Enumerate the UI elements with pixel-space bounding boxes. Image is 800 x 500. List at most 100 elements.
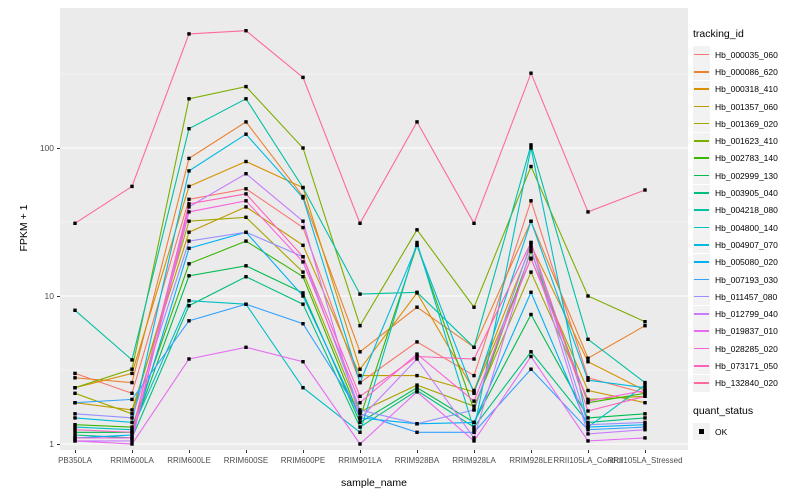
x-tick-mark [245, 450, 247, 453]
data-point [301, 225, 305, 230]
legend-item-label: Hb_004907_070 [715, 239, 778, 250]
data-point [73, 308, 77, 312]
legend-item-Hb_012799_040: Hb_012799_040 [693, 305, 799, 323]
legend-color-line [694, 105, 709, 108]
data-point [643, 394, 647, 398]
data-point [415, 340, 419, 344]
data-point [244, 275, 248, 279]
data-point [73, 386, 77, 390]
x-tick-label: RRIM928BA [394, 456, 440, 465]
data-point [358, 373, 362, 378]
data-point [244, 264, 248, 268]
data-point [130, 412, 134, 416]
data-point [187, 202, 191, 206]
legend-item-label: Hb_000035_060 [715, 49, 778, 60]
data-point [472, 357, 476, 361]
legend-item-label: Hb_002783_140 [715, 153, 778, 164]
y-tick-label: 10 [44, 290, 54, 301]
data-point [73, 412, 77, 416]
legend-item-label: Hb_001623_410 [715, 136, 778, 147]
data-point [643, 320, 647, 324]
data-point [415, 386, 419, 390]
legend-item-label: Hb_005080_020 [715, 257, 778, 268]
data-point [73, 439, 77, 443]
legend-item-Hb_004800_140: Hb_004800_140 [693, 219, 799, 237]
legend-item-label: Hb_001357_060 [715, 101, 778, 112]
y-axis-title: FPKM + 1 [18, 204, 30, 252]
data-point [130, 428, 134, 432]
data-point [130, 433, 134, 437]
line-swatch-icon [693, 80, 710, 98]
data-point [187, 246, 191, 250]
data-point [472, 425, 476, 429]
legend-item-Hb_004907_070: Hb_004907_070 [693, 236, 799, 254]
data-point [358, 380, 362, 385]
line-swatch-icon [693, 236, 710, 254]
data-point [187, 184, 191, 189]
line-swatch-icon [693, 340, 710, 358]
data-point [415, 354, 419, 359]
data-point [130, 439, 134, 443]
data-point [586, 294, 590, 298]
data-point [358, 442, 362, 446]
legend-color-line [694, 174, 709, 177]
x-tick-label: RRIM600LA [110, 456, 154, 465]
x-tick-mark [74, 450, 76, 453]
legend-color-line [694, 347, 709, 350]
data-point [187, 197, 191, 201]
data-point [472, 436, 476, 440]
x-tick-mark [416, 450, 418, 453]
data-point [244, 172, 248, 176]
legend-color-line [694, 226, 709, 229]
data-point [472, 420, 476, 425]
data-point [73, 425, 77, 429]
data-point [472, 345, 476, 349]
data-point [187, 319, 191, 323]
data-point [244, 132, 248, 136]
y-tick-mark [57, 295, 60, 297]
legend-color-line [694, 88, 709, 90]
data-point [301, 255, 305, 259]
legend-item-label: Hb_003905_040 [715, 188, 778, 199]
data-point [73, 436, 77, 440]
data-point [472, 391, 476, 395]
data-point [130, 371, 134, 376]
data-point [130, 408, 134, 412]
y-tick-label: 100 [39, 142, 54, 153]
legend-item-label: Hb_001369_020 [715, 118, 778, 129]
data-point [301, 270, 305, 274]
legend-item-label: Hb_011457_080 [715, 291, 778, 302]
data-point [130, 442, 134, 446]
data-point [187, 304, 191, 308]
data-point [529, 270, 533, 274]
data-point [643, 324, 647, 328]
data-point [358, 221, 362, 225]
data-point [529, 350, 533, 354]
legend-item-Hb_002999_130: Hb_002999_130 [693, 167, 799, 185]
data-point [187, 357, 191, 361]
line-chart [60, 29, 688, 446]
legend-item-label: Hb_004800_140 [715, 222, 778, 233]
data-point [301, 260, 305, 264]
legend-item-Hb_132840_020: Hb_132840_020 [693, 374, 799, 392]
data-point [472, 439, 476, 443]
legend-color-line [694, 330, 709, 332]
data-point [586, 416, 590, 420]
legend-item-quant-ok: OK [693, 423, 799, 441]
data-point [244, 230, 248, 234]
data-point [244, 239, 248, 243]
legend-color-line [694, 209, 709, 211]
legend-color-line [694, 295, 709, 298]
legend-color-line [694, 157, 709, 160]
data-point [529, 219, 533, 223]
data-point [187, 262, 191, 266]
legend-item-Hb_005080_020: Hb_005080_020 [693, 253, 799, 271]
legend-color-line [694, 243, 709, 246]
data-point [301, 302, 305, 306]
data-point [358, 394, 362, 398]
x-tick-mark [473, 450, 475, 453]
data-point [73, 391, 77, 395]
x-tick-mark [188, 450, 190, 453]
legend-item-Hb_001369_020: Hb_001369_020 [693, 115, 799, 133]
data-point [301, 360, 305, 364]
